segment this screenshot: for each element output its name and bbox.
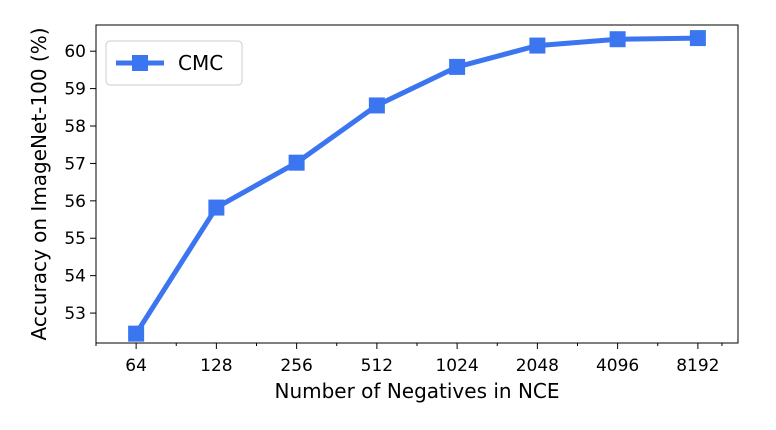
x-tick-label: 64 (125, 356, 147, 376)
y-tick-label: 55 (64, 229, 86, 249)
x-tick-label: 2048 (516, 356, 559, 376)
data-point-256 (288, 154, 305, 171)
data-point-128 (208, 199, 225, 216)
y-tick-label: 59 (64, 80, 86, 100)
x-tick-label: 8192 (676, 356, 719, 376)
x-tick-label: 256 (280, 356, 312, 376)
legend-box (105, 40, 243, 86)
legend: CMC (105, 40, 243, 86)
x-axis-label: Number of Negatives in NCE (274, 379, 559, 403)
y-tick-label: 60 (64, 42, 86, 62)
x-axis-ticks: 64 128 256 512 1024 2048 4096 8192 (95, 343, 723, 376)
y-axis-label: Accuracy on ImageNet-100 (%) (27, 27, 51, 340)
data-point-2048 (529, 37, 546, 54)
legend-marker-square (132, 55, 148, 71)
y-tick-label: 56 (64, 192, 86, 212)
y-tick-label: 57 (64, 154, 86, 174)
y-axis-ticks: 53 54 55 56 57 58 59 60 (64, 42, 96, 324)
y-tick-label: 54 (64, 267, 86, 287)
y-tick-label: 53 (64, 304, 86, 324)
data-point-512 (368, 97, 385, 114)
data-point-1024 (449, 58, 466, 75)
x-tick-label: 128 (200, 356, 232, 376)
x-tick-label: 4096 (596, 356, 639, 376)
data-point-64 (128, 325, 145, 342)
legend-label-cmc: CMC (178, 51, 223, 75)
x-tick-label: 512 (361, 356, 393, 376)
series-layer (128, 30, 706, 342)
series-line-cmc (134, 35, 698, 335)
data-point-8192 (689, 30, 706, 47)
data-point-4096 (609, 31, 626, 48)
x-tick-label: 1024 (435, 356, 478, 376)
y-tick-label: 58 (64, 117, 86, 137)
